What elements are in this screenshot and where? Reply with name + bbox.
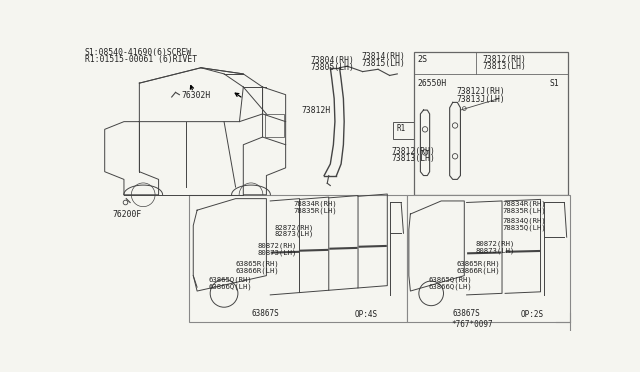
Text: OP:4S: OP:4S: [355, 310, 378, 319]
Text: 76200F: 76200F: [113, 210, 141, 219]
Bar: [414, 52, 568, 195]
Bar: [406, 195, 570, 322]
Text: 80873(LH): 80873(LH): [476, 248, 515, 254]
Text: 73812(RH): 73812(RH): [482, 55, 526, 64]
Text: S1:08540-41690(6)SCREW: S1:08540-41690(6)SCREW: [84, 48, 192, 57]
Text: 80872(RH): 80872(RH): [257, 243, 296, 249]
Text: 73815(LH): 73815(LH): [361, 59, 405, 68]
Text: 82873(LH): 82873(LH): [274, 231, 314, 237]
Text: 73814(RH): 73814(RH): [361, 52, 405, 61]
Text: 63866Q(LH): 63866Q(LH): [209, 283, 252, 290]
Text: 80872(RH): 80872(RH): [476, 241, 515, 247]
Text: 73812J(RH): 73812J(RH): [456, 87, 506, 96]
Text: 73804(RH): 73804(RH): [310, 56, 354, 65]
Text: 2S: 2S: [417, 55, 428, 64]
Text: OP:2S: OP:2S: [520, 310, 543, 319]
Text: 73813(LH): 73813(LH): [392, 154, 436, 163]
Text: 78835R(LH): 78835R(LH): [293, 208, 337, 214]
Text: 63866Q(LH): 63866Q(LH): [428, 283, 472, 290]
Text: 73813J(LH): 73813J(LH): [456, 95, 506, 104]
Text: 63866R(LH): 63866R(LH): [456, 267, 500, 274]
Text: 78835R(LH): 78835R(LH): [503, 208, 547, 214]
Text: 26550H: 26550H: [417, 79, 447, 88]
Text: S1: S1: [549, 79, 559, 88]
Text: 76302H: 76302H: [182, 91, 211, 100]
Text: 78834R(RH): 78834R(RH): [503, 201, 547, 208]
Text: 63867S: 63867S: [452, 309, 481, 318]
Text: 63865R(RH): 63865R(RH): [236, 260, 279, 267]
Text: 73812H: 73812H: [301, 106, 330, 115]
Bar: [265, 114, 284, 137]
Text: 78834R(RH): 78834R(RH): [293, 201, 337, 208]
Text: 73805(LH): 73805(LH): [310, 63, 354, 72]
Text: R1: R1: [397, 124, 406, 133]
Text: 63865R(RH): 63865R(RH): [456, 260, 500, 267]
Text: R1:01515-00061 (6)RIVET: R1:01515-00061 (6)RIVET: [84, 55, 197, 64]
Text: *767*0097: *767*0097: [451, 320, 493, 329]
Text: 63865Q(RH): 63865Q(RH): [428, 276, 472, 283]
Text: 73812(RH): 73812(RH): [392, 147, 436, 156]
Text: 63867S: 63867S: [251, 309, 279, 318]
Text: 73813(LH): 73813(LH): [482, 62, 526, 71]
Text: 78835Q(LH): 78835Q(LH): [503, 225, 547, 231]
Text: 78834Q(RH): 78834Q(RH): [503, 218, 547, 224]
Text: 82872(RH): 82872(RH): [274, 224, 314, 231]
Text: 63865Q(RH): 63865Q(RH): [209, 276, 252, 283]
Text: 63866R(LH): 63866R(LH): [236, 267, 279, 274]
Bar: [189, 195, 406, 322]
Bar: [394, 122, 415, 139]
Text: 80873(LH): 80873(LH): [257, 250, 296, 256]
